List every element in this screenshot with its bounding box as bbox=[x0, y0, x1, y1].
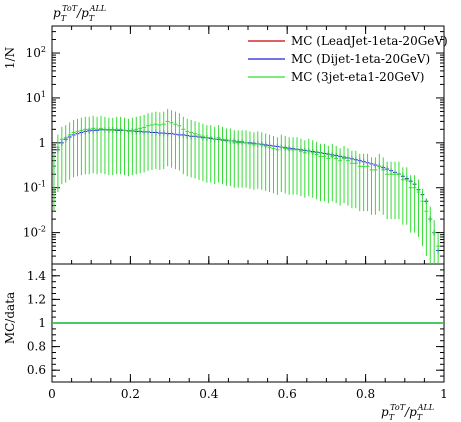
main-y-tick-label: 1 bbox=[38, 136, 46, 150]
x-ticks: 0 0.2 0.4 0.6 0.8 1 bbox=[48, 26, 448, 401]
main-series-group bbox=[52, 108, 441, 264]
ratio-y-tick-label: 1 bbox=[38, 316, 46, 330]
x-tick-label: 1 bbox=[440, 387, 448, 401]
plot-title: pTToT/pTALL bbox=[53, 4, 106, 23]
title-sup-tot: ToT bbox=[62, 4, 78, 13]
x-tick-label: 0.2 bbox=[121, 387, 140, 401]
x-tick-label: 0.8 bbox=[356, 387, 375, 401]
title-sub-t: T bbox=[61, 14, 67, 23]
xlabel-slash: / bbox=[404, 405, 411, 419]
title-sub-t2: T bbox=[89, 14, 95, 23]
legend-entry-dijet: MC (Dijet-1eta-20GeV) bbox=[248, 52, 430, 66]
main-y-tick-base: 1 bbox=[38, 136, 46, 150]
ratio-y-tick-label: 1.2 bbox=[27, 292, 46, 306]
x-axis-label: pTToT/pTALL bbox=[381, 403, 434, 422]
main-y-tick-label: 101 bbox=[26, 90, 46, 105]
main-y-tick-exp: 1 bbox=[41, 90, 46, 99]
main-y-tick-base: 10 bbox=[26, 46, 41, 60]
svg-text:pTToT/pTALL: pTToT/pTALL bbox=[53, 4, 106, 23]
main-y-tick-exp: -1 bbox=[38, 180, 46, 189]
x-tick-label: 0 bbox=[48, 387, 56, 401]
xlabel-p2: p bbox=[409, 405, 417, 419]
title-slash: / bbox=[76, 6, 83, 20]
legend-entry-leadjet: MC (LeadJet-1eta-20GeV) bbox=[248, 34, 448, 48]
xlabel-sub-t2: T bbox=[417, 413, 423, 422]
main-ylabel: 1/N bbox=[3, 47, 17, 69]
ratio-y-tick-label: 1.4 bbox=[27, 269, 46, 283]
main-y-tick-label: 10-2 bbox=[23, 225, 46, 240]
main-y-tick-label: 102 bbox=[26, 45, 46, 60]
title-p2: p bbox=[81, 6, 89, 20]
ratio-y-ticks: 0.6 0.8 1 1.2 1.4 bbox=[27, 263, 444, 383]
xlabel-sup-tot: ToT bbox=[390, 403, 406, 412]
main-y-tick-base: 10 bbox=[23, 226, 38, 240]
xlabel-p: p bbox=[381, 405, 389, 419]
series-2 bbox=[52, 108, 441, 264]
x-tick-label: 0.6 bbox=[278, 387, 297, 401]
x-tick-label: 0.4 bbox=[199, 387, 218, 401]
ratio-ylabel: MC/data bbox=[3, 292, 17, 344]
ratio-y-tick-label: 0.6 bbox=[27, 363, 46, 377]
main-y-tick-exp: 2 bbox=[41, 45, 46, 54]
legend-label-dijet: MC (Dijet-1eta-20GeV) bbox=[291, 52, 430, 66]
title-p: p bbox=[53, 6, 61, 20]
legend-label-leadjet: MC (LeadJet-1eta-20GeV) bbox=[291, 34, 448, 48]
xlabel-sup-all: ALL bbox=[417, 403, 434, 412]
main-y-tick-base: 10 bbox=[23, 181, 38, 195]
main-y-tick-exp: -2 bbox=[38, 225, 46, 234]
svg-text:pTToT/pTALL: pTToT/pTALL bbox=[381, 403, 434, 422]
legend: MC (LeadJet-1eta-20GeV) MC (Dijet-1eta-2… bbox=[248, 34, 448, 84]
main-y-tick-label: 10-1 bbox=[23, 180, 46, 195]
legend-label-3jet: MC (3jet-eta1-20GeV) bbox=[291, 70, 424, 84]
legend-entry-3jet: MC (3jet-eta1-20GeV) bbox=[248, 70, 424, 84]
title-sup-all: ALL bbox=[89, 4, 106, 13]
main-y-tick-base: 10 bbox=[26, 91, 41, 105]
xlabel-sub-t: T bbox=[389, 413, 395, 422]
ratio-y-tick-label: 0.8 bbox=[27, 340, 46, 354]
